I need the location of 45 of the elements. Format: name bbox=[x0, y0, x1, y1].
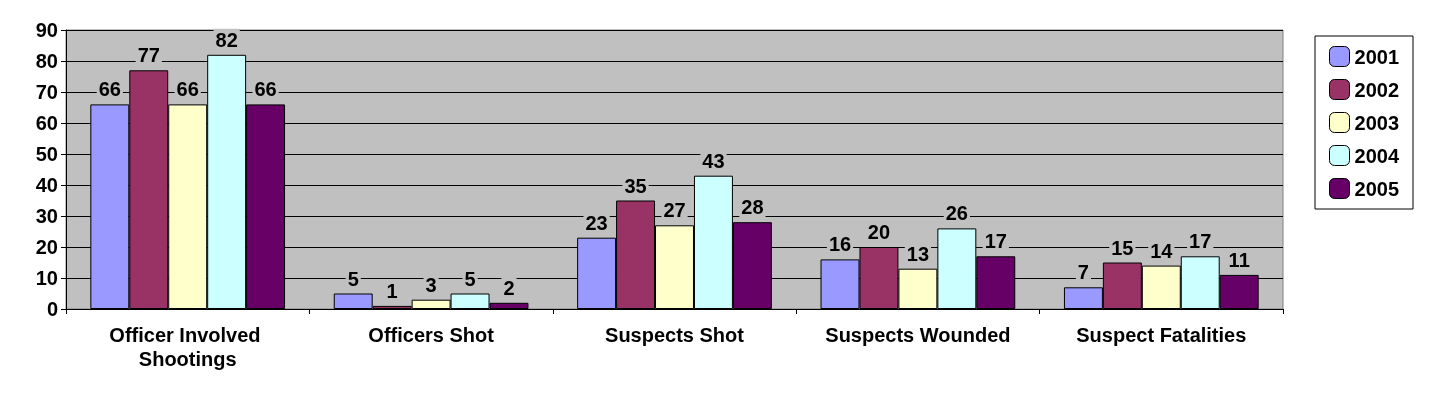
data-label: 28 bbox=[741, 196, 764, 219]
data-label: 14 bbox=[1150, 239, 1174, 262]
y-tick-label: 70 bbox=[35, 81, 58, 103]
y-tick-label: 0 bbox=[46, 298, 58, 320]
x-tick-label: Officers Shot bbox=[368, 324, 495, 346]
data-label: 7 bbox=[1077, 261, 1089, 284]
data-label: 43 bbox=[702, 149, 725, 172]
data-label: 20 bbox=[867, 221, 891, 243]
legend-label: 2005 bbox=[1354, 177, 1400, 200]
data-label: 2 bbox=[503, 276, 515, 299]
data-label: 15 bbox=[1111, 236, 1134, 259]
data-label: 1 bbox=[386, 279, 398, 302]
legend-label: 2002 bbox=[1354, 78, 1400, 101]
data-label: 13 bbox=[906, 242, 930, 265]
data-label: 77 bbox=[137, 44, 160, 67]
data-label: 5 bbox=[464, 267, 476, 290]
data-label: 3 bbox=[425, 273, 437, 296]
legend-label: 2001 bbox=[1354, 45, 1400, 68]
y-tick-label: 10 bbox=[35, 267, 58, 289]
y-tick-label: 80 bbox=[35, 50, 58, 72]
data-label: 11 bbox=[1228, 248, 1250, 271]
data-label: 23 bbox=[585, 211, 608, 234]
y-tick-label: 60 bbox=[35, 112, 58, 134]
x-tick-label: Suspects Shot bbox=[605, 324, 745, 346]
data-label: 82 bbox=[215, 28, 238, 51]
data-label: 16 bbox=[828, 233, 852, 256]
x-tick-label: Suspect Fatalities bbox=[1076, 324, 1247, 346]
data-label: 66 bbox=[254, 78, 277, 101]
data-label: 5 bbox=[347, 267, 359, 290]
legend-label: 2003 bbox=[1354, 111, 1400, 134]
data-label: 27 bbox=[663, 199, 686, 222]
data-label: 66 bbox=[98, 78, 121, 101]
y-tick-label: 20 bbox=[35, 236, 58, 258]
y-tick-label: 90 bbox=[35, 19, 58, 41]
legend-label: 2004 bbox=[1354, 144, 1400, 167]
data-label: 17 bbox=[1189, 230, 1212, 253]
data-label: 17 bbox=[984, 230, 1007, 253]
data-label: 35 bbox=[624, 174, 647, 197]
y-tick-label: 40 bbox=[35, 174, 58, 196]
data-label: 66 bbox=[176, 78, 199, 101]
x-tick-label: Suspects Wounded bbox=[825, 324, 1011, 346]
y-tick-label: 50 bbox=[35, 143, 58, 165]
x-tick-label: Officer Involved Shootings bbox=[109, 324, 267, 370]
data-label: 26 bbox=[945, 202, 968, 225]
y-tick-label: 30 bbox=[35, 205, 58, 227]
